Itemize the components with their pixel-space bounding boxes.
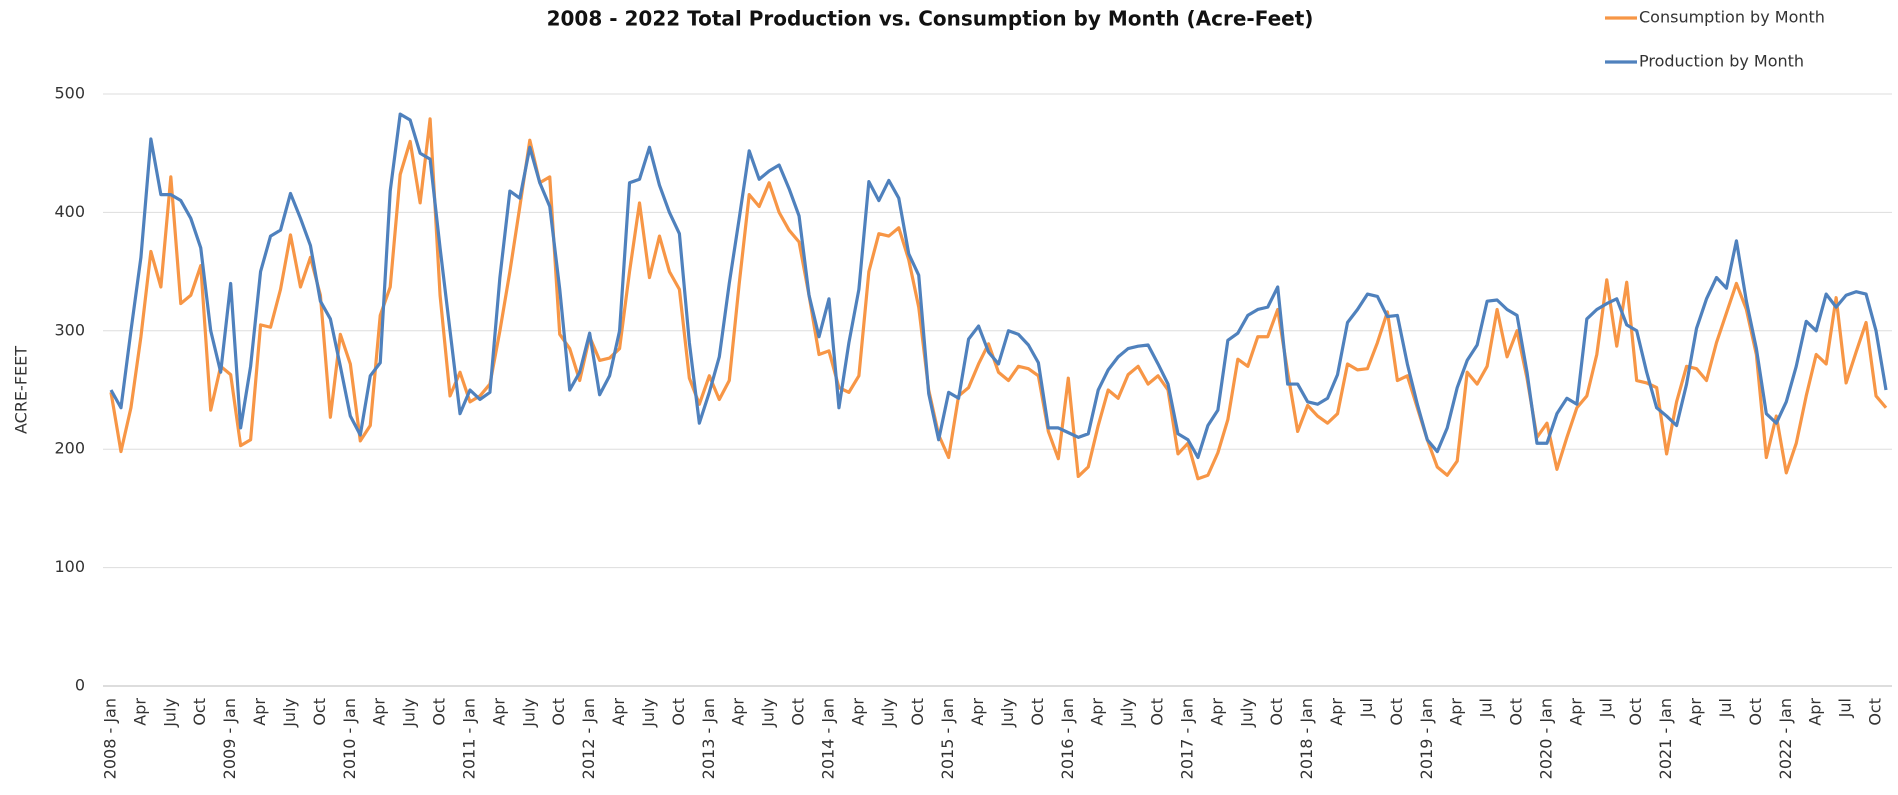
legend-label: Consumption by Month [1639,8,1825,27]
x-tick-label: Oct [1866,698,1885,726]
x-tick-label: Oct [310,698,329,726]
x-tick-label: Jul [1477,698,1496,718]
x-tick-label: Apr [968,698,987,726]
x-tick-label: 2020 - Jan [1536,698,1555,779]
y-tick-label: 400 [54,202,85,221]
x-tick-label: Oct [1746,698,1765,726]
x-tick-label: 2011 - Jan [459,698,478,779]
x-tick-label: 2019 - Jan [1417,698,1436,779]
x-tick-label: Oct [669,698,688,726]
y-tick-label: 100 [54,557,85,576]
x-tick-label: July [400,698,419,728]
x-tick-label: July [878,698,897,728]
series-line [109,112,1888,460]
x-tick-label: July [160,698,179,728]
x-tick-label: Apr [609,698,628,726]
x-tick-label: 2017 - Jan [1177,698,1196,779]
x-tick-label: Oct [190,698,209,726]
x-tick-label: 2014 - Jan [818,698,837,779]
x-tick-label: Apr [1686,698,1705,726]
x-tick-label: Apr [729,698,748,726]
x-tick-label: Oct [549,698,568,726]
legend-label: Production by Month [1639,52,1804,71]
x-tick-label: Oct [908,698,927,726]
x-tick-label: July [280,698,299,728]
x-tick-label: 2021 - Jan [1656,698,1675,779]
x-tick-label: Apr [1447,698,1466,726]
x-tick-label: July [1118,698,1137,728]
x-tick-label: Jul [1596,698,1615,718]
x-tick-label: Oct [430,698,449,726]
x-tick-label: Oct [1148,698,1167,726]
y-tick-label: 0 [75,676,85,695]
x-tick-label: 2015 - Jan [938,698,957,779]
x-tick-label: Apr [1806,698,1825,726]
x-tick-label: Jul [1836,698,1855,718]
x-tick-label: 2009 - Jan [220,698,239,779]
x-tick-label: Apr [250,698,269,726]
x-tick-label: Apr [130,698,149,726]
x-tick-label: 2016 - Jan [1058,698,1077,779]
x-tick-label: July [998,698,1017,728]
x-tick-label: July [519,698,538,728]
x-tick-label: 2013 - Jan [699,698,718,779]
y-tick-label: 200 [54,439,85,458]
x-tick-label: Apr [1327,698,1346,726]
x-tick-label: 2008 - Jan [101,698,120,779]
chart-title: 2008 - 2022 Total Production vs. Consump… [547,7,1314,31]
x-tick-label: 2012 - Jan [579,698,598,779]
x-tick-label: Apr [489,698,508,726]
x-tick-label: July [759,698,778,728]
y-tick-label: 300 [54,320,85,339]
x-tick-label: 2022 - Jan [1776,698,1795,779]
x-tick-label: Apr [1207,698,1226,726]
y-tick-label: 500 [54,84,85,103]
x-tick-label: Oct [1507,698,1526,726]
series-line [109,117,1888,481]
x-tick-label: Apr [1566,698,1585,726]
x-tick-label: Jul [1357,698,1376,718]
x-tick-label: July [1237,698,1256,728]
x-tick-label: Apr [848,698,867,726]
x-tick-label: Oct [1028,698,1047,726]
x-tick-label: Apr [1088,698,1107,726]
y-axis-label: ACRE-FEET [12,346,31,434]
x-tick-label: Oct [789,698,808,726]
x-tick-label: July [639,698,658,728]
x-tick-label: Apr [370,698,389,726]
x-tick-label: Jul [1716,698,1735,718]
x-tick-label: Oct [1626,698,1645,726]
x-tick-label: Oct [1387,698,1406,726]
x-tick-label: 2010 - Jan [340,698,359,779]
x-tick-label: Oct [1267,698,1286,726]
x-tick-label: 2018 - Jan [1297,698,1316,779]
